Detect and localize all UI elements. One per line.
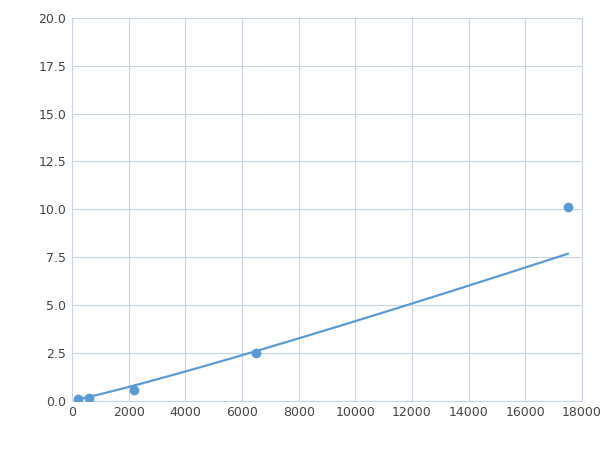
- Point: [84, 394, 94, 401]
- Point: [563, 204, 572, 211]
- Point: [251, 349, 261, 356]
- Point: [130, 387, 139, 394]
- Point: [73, 396, 82, 403]
